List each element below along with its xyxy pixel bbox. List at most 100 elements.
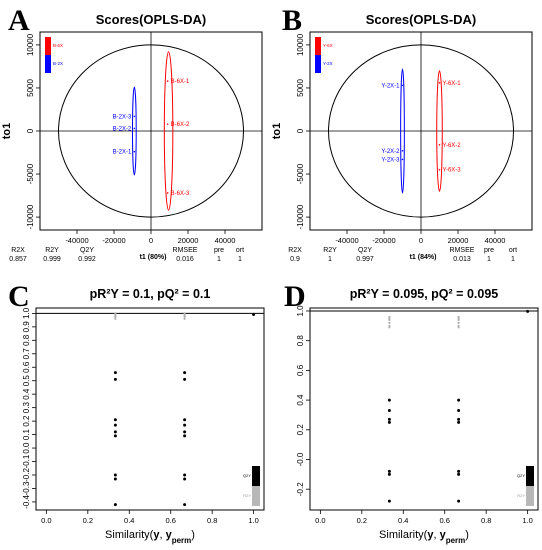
stats-header: R2X	[11, 247, 25, 254]
x-axis-label: Similarity(y, yperm)	[105, 529, 195, 545]
q2y-point	[387, 398, 391, 402]
plot-title: pR²Y = 0.1, pQ² = 0.1	[90, 287, 211, 301]
r2y-point	[457, 318, 460, 321]
legend-bar-label: R2Y	[517, 493, 525, 498]
q2y-point	[183, 434, 187, 438]
q2y-point	[183, 503, 187, 507]
y-tick-label: 5000	[26, 79, 35, 97]
point-label: Y-2X-1	[381, 83, 400, 89]
panel-letter: A	[8, 4, 30, 37]
legend-bar-label: R2Y	[243, 493, 251, 498]
x-axis-label: Similarity(y, yperm)	[379, 529, 469, 545]
x-tick-label: 0	[149, 236, 153, 245]
y-tick-label: -10000	[296, 204, 305, 229]
r2y-point	[114, 317, 117, 320]
legend-bar	[526, 486, 534, 506]
y-tick-label: 0.8	[296, 335, 305, 347]
point-label: Y-6X-3	[443, 168, 462, 174]
y-tick-label: -5000	[26, 163, 35, 184]
panel-letter: C	[8, 280, 30, 313]
y-tick-label: 10000	[26, 33, 35, 56]
plot-frame	[309, 307, 539, 511]
x-tick-label: -20000	[372, 236, 395, 245]
y-axis-label: to1	[1, 123, 13, 140]
y-tick-label: -0.2	[22, 468, 31, 482]
hotelling-ellipse	[58, 44, 244, 218]
legend-swatch	[315, 55, 321, 73]
r2y-point	[457, 326, 460, 329]
plot-title: Scores(OPLS-DA)	[96, 12, 207, 27]
q2y-point	[387, 499, 391, 503]
x-axis-label-part: y	[427, 529, 434, 541]
r2y-point	[183, 317, 186, 320]
x-tick-label: 1.0	[522, 516, 532, 525]
legend-bar-label: Q2Y	[517, 473, 525, 478]
q2y-point	[387, 408, 391, 412]
hotelling-ellipse	[328, 44, 514, 218]
x-tick-label: 40000	[215, 236, 236, 245]
q2y-point	[183, 377, 187, 381]
y-tick-label: 10000	[296, 33, 305, 56]
point-label: B-2X-2	[113, 126, 132, 132]
stats-value: 1	[238, 256, 242, 263]
y-tick-label: 0.6	[22, 361, 31, 373]
stats-header: R2Y	[45, 247, 59, 254]
q2y-point	[457, 469, 461, 473]
point-label: Y-6X-1	[443, 81, 462, 87]
y-tick-label: 0.7	[22, 348, 31, 360]
q2y-point	[183, 473, 187, 477]
x-tick-label: -20000	[102, 236, 125, 245]
stats-header: R2X	[288, 247, 302, 254]
y-tick-label: 0	[296, 128, 305, 133]
legend-label: Y-2X	[323, 61, 333, 66]
x-tick-label: 0.8	[481, 516, 491, 525]
x-axis-label-part: y	[440, 529, 447, 541]
score-point	[438, 81, 441, 84]
q2y-point	[526, 309, 530, 313]
point-label: Y-6X-2	[443, 143, 462, 149]
q2y-point	[183, 477, 187, 481]
q2y-point	[113, 503, 117, 507]
q2y-point	[457, 499, 461, 503]
point-label: B-2X-1	[113, 150, 132, 156]
y-tick-label: 0	[26, 128, 35, 133]
stats-value: 0.9	[290, 256, 300, 263]
stats-header: Q2Y	[80, 247, 94, 254]
q2y-point	[457, 408, 461, 412]
r2y-point	[114, 315, 117, 318]
x-axis-label: t1 (84%)	[410, 254, 437, 261]
y-tick-label: 1.0	[296, 305, 305, 317]
y-tick-label: -10000	[26, 204, 35, 229]
q2y-point	[113, 418, 117, 422]
score-plot-a: A Scores(OPLS-DA) -40000 -20000 0 20000 40000 1…	[1, 4, 263, 263]
x-axis-label: t1 (80%)	[140, 254, 167, 261]
group-ellipse	[132, 86, 137, 176]
x-tick-label: 40000	[485, 236, 506, 245]
x-tick-label: 1.0	[248, 516, 258, 525]
q2y-point	[183, 423, 187, 427]
y-tick-label: -0.1	[22, 454, 31, 468]
q2y-point	[457, 417, 461, 421]
q2y-point	[387, 472, 391, 476]
x-tick-label: -40000	[65, 236, 88, 245]
legend-bar	[526, 466, 534, 486]
y-tick-label: 1.0	[22, 307, 31, 319]
stats-value: 0.857	[9, 256, 27, 263]
x-axis-label-part: Similarity(	[105, 529, 154, 541]
score-point	[166, 123, 169, 125]
point-label: B-6X-2	[171, 122, 190, 128]
score-point	[438, 168, 441, 171]
score-point	[401, 158, 404, 161]
q2y-point	[183, 371, 187, 375]
y-tick-label: 0.1	[22, 428, 31, 440]
stats-value: 1	[511, 256, 515, 263]
stats-header: pre	[484, 247, 494, 254]
r2y-point	[183, 315, 186, 318]
score-point	[438, 143, 441, 146]
legend-label: B-2X	[53, 61, 63, 66]
y-tick-label: 0.3	[22, 402, 31, 414]
group-ellipse	[400, 68, 405, 194]
stats-header: ort	[509, 247, 517, 254]
panel-letter: B	[282, 4, 302, 37]
